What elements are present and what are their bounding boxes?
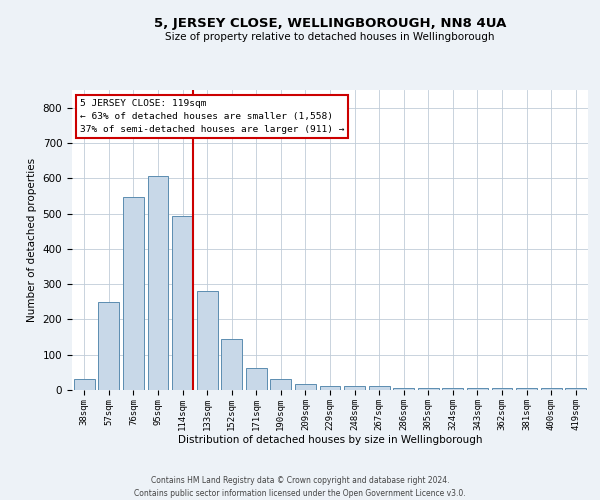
Bar [197, 291, 218, 390]
Bar [491, 388, 512, 390]
X-axis label: Distribution of detached houses by size in Wellingborough: Distribution of detached houses by size … [178, 436, 482, 446]
Bar [123, 196, 144, 390]
Text: Size of property relative to detached houses in Wellingborough: Size of property relative to detached ho… [165, 32, 495, 42]
Bar [565, 388, 586, 390]
Text: Contains HM Land Registry data © Crown copyright and database right 2024.
Contai: Contains HM Land Registry data © Crown c… [134, 476, 466, 498]
Bar [148, 176, 169, 390]
Bar [320, 386, 340, 390]
Bar [442, 388, 463, 390]
Bar [541, 388, 562, 390]
Bar [418, 388, 439, 390]
Bar [295, 384, 316, 390]
Bar [516, 388, 537, 390]
Bar [467, 388, 488, 390]
Bar [172, 216, 193, 390]
Bar [74, 380, 95, 390]
Bar [98, 302, 119, 390]
Bar [393, 388, 414, 390]
Bar [271, 380, 292, 390]
Bar [246, 368, 267, 390]
Bar [344, 386, 365, 390]
Bar [221, 339, 242, 390]
Y-axis label: Number of detached properties: Number of detached properties [27, 158, 37, 322]
Text: 5, JERSEY CLOSE, WELLINGBOROUGH, NN8 4UA: 5, JERSEY CLOSE, WELLINGBOROUGH, NN8 4UA [154, 18, 506, 30]
Text: 5 JERSEY CLOSE: 119sqm
← 63% of detached houses are smaller (1,558)
37% of semi-: 5 JERSEY CLOSE: 119sqm ← 63% of detached… [80, 99, 344, 134]
Bar [368, 386, 389, 390]
